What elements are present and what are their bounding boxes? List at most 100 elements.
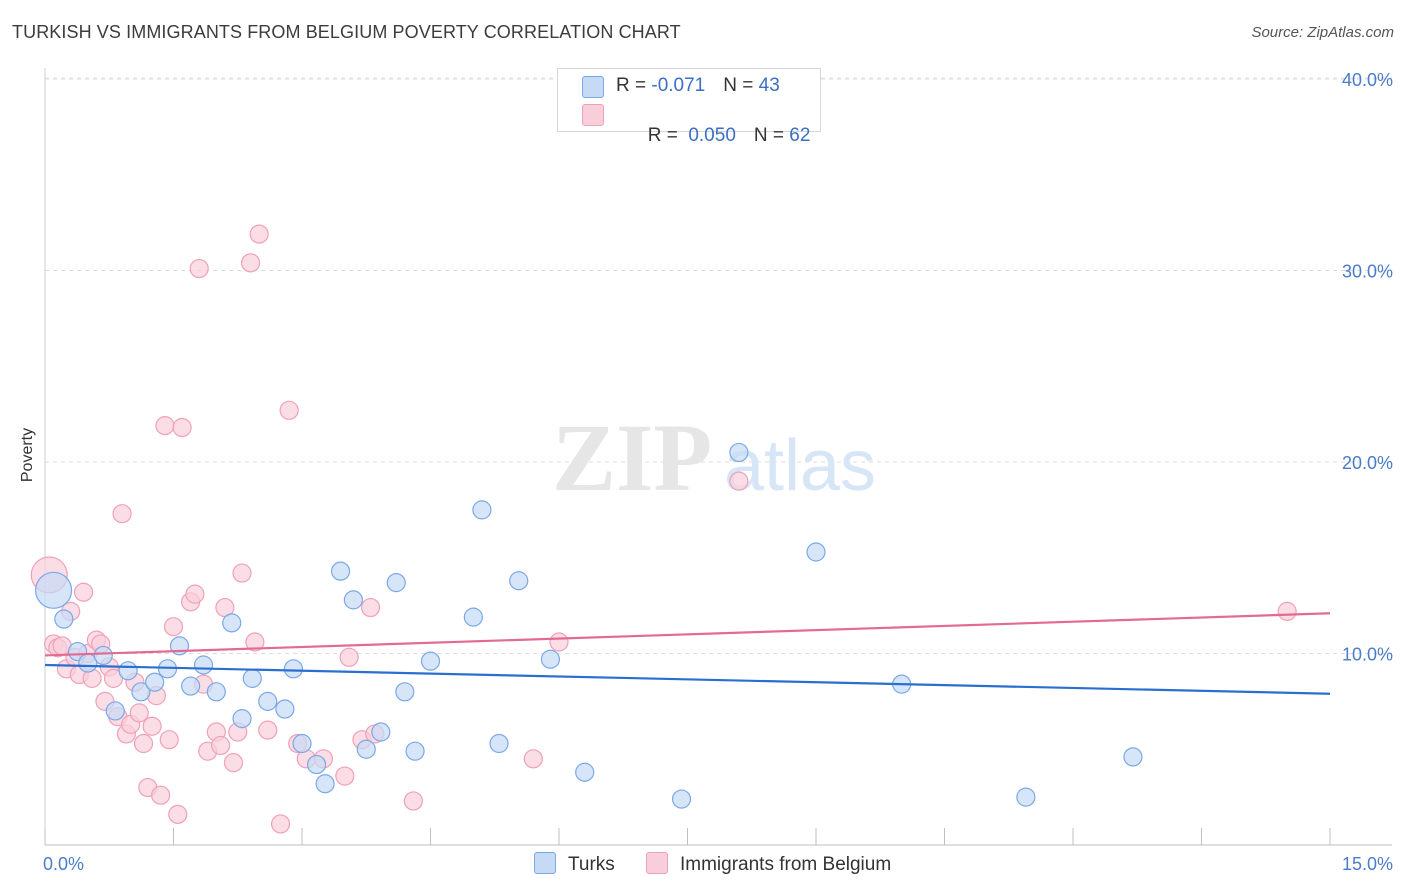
belgium-point <box>279 400 299 420</box>
watermark-zip: ZIP <box>552 404 712 511</box>
legend-swatch-belgium <box>582 104 604 126</box>
legend-n-label: N = <box>723 75 759 96</box>
turks-point <box>54 609 74 629</box>
turks-point <box>105 701 125 721</box>
turks-point <box>489 733 509 754</box>
turks-point <box>306 754 327 775</box>
x-tick-label: 0.0% <box>43 854 84 874</box>
x-tick-label: 15.0% <box>1342 854 1393 874</box>
belgium-point <box>185 584 205 604</box>
bottom-legend-swatch-turks <box>534 852 556 874</box>
turks-point <box>258 691 278 711</box>
bottom-legend-label-belgium: Immigrants from Belgium <box>680 854 892 875</box>
legend-r-label: R = <box>616 75 652 96</box>
turks-points <box>34 442 1143 809</box>
turks-point <box>386 573 406 593</box>
turks-point <box>371 722 391 742</box>
turks-point <box>540 649 561 669</box>
belgium-point <box>245 632 265 652</box>
belgium-point <box>155 416 175 436</box>
turks-point <box>206 682 226 702</box>
belgium-point <box>151 785 171 805</box>
turks-point <box>242 668 262 688</box>
turks-point <box>315 774 335 794</box>
turks-point <box>1016 787 1036 807</box>
legend-r-value-turks: -0.071 <box>651 75 706 96</box>
belgium-point <box>112 504 132 524</box>
turks-point <box>181 676 201 696</box>
turks-point <box>1123 747 1143 767</box>
belgium-point <box>232 563 252 583</box>
belgium-trend-line <box>44 612 1331 657</box>
belgium-point <box>73 582 94 602</box>
belgium-point <box>133 733 154 754</box>
turks-point <box>806 542 826 562</box>
turks-point <box>729 442 749 463</box>
turks-point <box>395 682 415 702</box>
belgium-point <box>142 716 162 736</box>
belgium-point <box>211 735 231 756</box>
legend: R = -0.071 N = 43 R = 0.050 N = 62 <box>557 68 821 146</box>
belgium-point <box>163 617 184 637</box>
bottom-legend-belgium: Immigrants from Belgium <box>646 852 891 876</box>
watermark: ZIP atlas <box>552 404 876 511</box>
belgium-point <box>729 471 749 491</box>
tick-labels: 10.0% 20.0% 30.0% 40.0% 0.0% 15.0% <box>43 70 1393 874</box>
belgium-point <box>523 749 543 769</box>
source-label: Source: ZipAtlas.com <box>1251 24 1394 41</box>
turks-point <box>93 645 113 666</box>
belgium-point <box>159 730 179 750</box>
belgium-point <box>270 814 291 834</box>
turks-point <box>405 741 425 761</box>
turks-point <box>283 659 304 679</box>
y-tick-label: 10.0% <box>1342 645 1393 665</box>
bottom-legend-turks: Turks <box>534 852 615 876</box>
belgium-point <box>1277 601 1297 621</box>
belgium-point <box>339 647 359 667</box>
turks-point <box>472 500 492 520</box>
belgium-point <box>168 804 188 824</box>
turks-point <box>671 789 692 809</box>
belgium-points <box>30 224 1297 834</box>
belgium-point <box>189 258 209 279</box>
legend-r-value-belgium: 0.050 <box>683 125 736 146</box>
turks-point <box>330 561 351 581</box>
y-tick-label: 20.0% <box>1342 453 1393 473</box>
legend-n-label: N = <box>753 125 790 146</box>
turks-point <box>145 672 165 692</box>
bottom-legend-swatch-belgium <box>646 852 668 874</box>
legend-n-value-belgium: 62 <box>789 125 811 146</box>
turks-point <box>34 571 73 609</box>
belgium-point <box>129 703 149 723</box>
belgium-point <box>403 791 423 811</box>
belgium-point <box>172 417 192 438</box>
turks-point <box>275 699 295 719</box>
turks-trend-line <box>44 663 1331 695</box>
turks-point <box>193 655 214 675</box>
belgium-point <box>335 766 355 786</box>
belgium-point <box>241 253 261 273</box>
turks-point <box>463 607 483 627</box>
turks-point <box>509 571 529 591</box>
turks-point <box>118 661 138 681</box>
legend-text-turks: R = -0.071 N = 43 <box>616 75 780 97</box>
bottom-legend-label-turks: Turks <box>568 854 615 875</box>
turks-point <box>232 709 252 729</box>
legend-n-value-turks: 43 <box>758 75 780 96</box>
legend-text-belgium: R = 0.050 N = 62 <box>616 103 811 169</box>
legend-swatch-turks <box>582 76 604 98</box>
turks-point <box>292 733 312 754</box>
turks-point <box>575 762 595 782</box>
turks-point <box>131 682 151 702</box>
chart-title: TURKISH VS IMMIGRANTS FROM BELGIUM POVER… <box>12 22 681 42</box>
trend-lines <box>44 612 1331 695</box>
y-tick-label: 30.0% <box>1342 262 1393 282</box>
turks-point <box>222 613 242 633</box>
belgium-point <box>549 632 569 652</box>
y-tick-label: 40.0% <box>1342 70 1393 90</box>
belgium-point <box>258 720 278 740</box>
axes <box>44 68 1392 846</box>
turks-point <box>420 651 441 671</box>
turks-point <box>356 739 376 759</box>
